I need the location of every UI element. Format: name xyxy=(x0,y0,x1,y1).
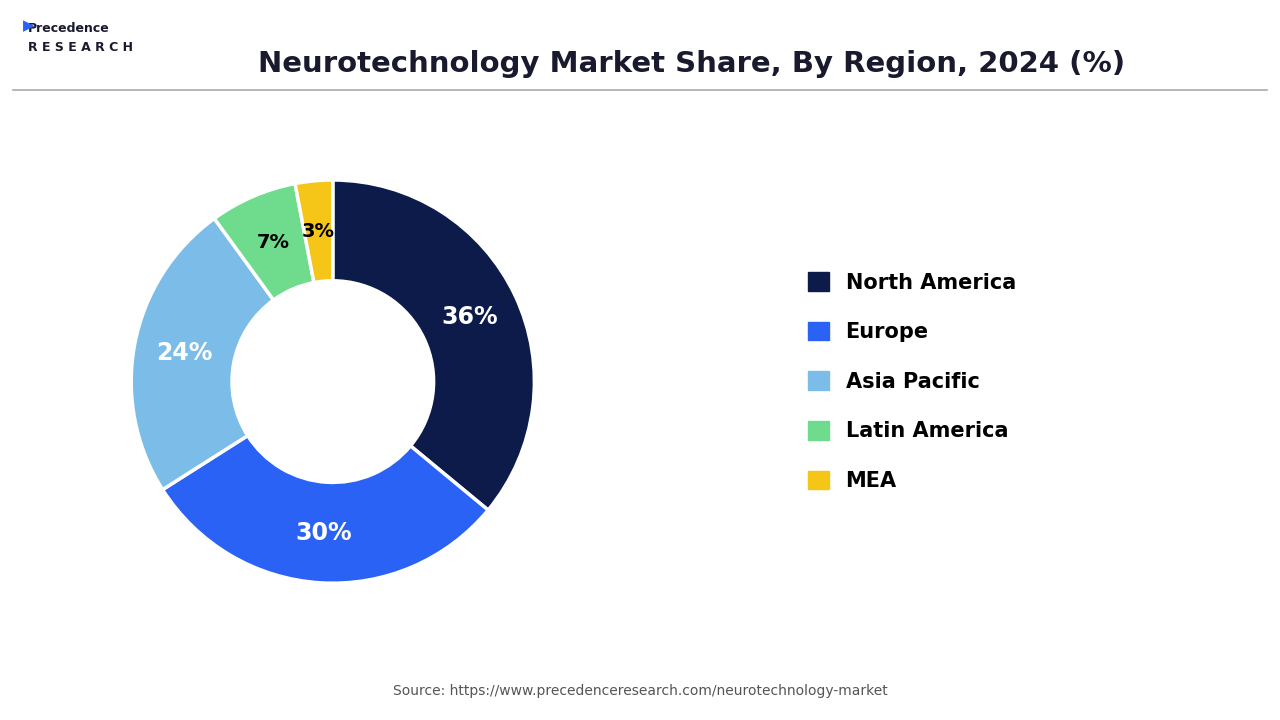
Text: Neurotechnology Market Share, By Region, 2024 (%): Neurotechnology Market Share, By Region,… xyxy=(257,50,1125,78)
Text: 7%: 7% xyxy=(256,233,289,252)
Text: 36%: 36% xyxy=(442,305,498,329)
Wedge shape xyxy=(294,180,333,282)
Text: 30%: 30% xyxy=(294,521,352,544)
Legend: North America, Europe, Asia Pacific, Latin America, MEA: North America, Europe, Asia Pacific, Lat… xyxy=(787,251,1037,512)
Wedge shape xyxy=(132,218,274,490)
Text: ▶: ▶ xyxy=(23,18,35,33)
Wedge shape xyxy=(333,180,534,510)
Text: 3%: 3% xyxy=(302,222,335,240)
Text: Source: https://www.precedenceresearch.com/neurotechnology-market: Source: https://www.precedenceresearch.c… xyxy=(393,685,887,698)
Wedge shape xyxy=(163,436,488,583)
Wedge shape xyxy=(214,184,314,300)
Text: Precedence
R E S E A R C H: Precedence R E S E A R C H xyxy=(28,22,133,53)
Text: 24%: 24% xyxy=(156,341,212,365)
